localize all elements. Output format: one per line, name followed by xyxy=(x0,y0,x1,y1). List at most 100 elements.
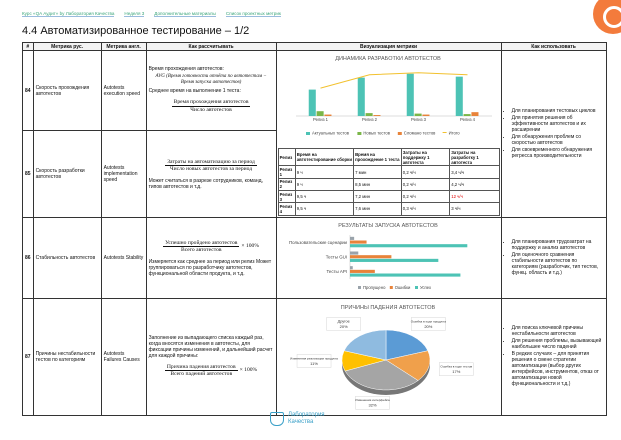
metric-number: 86 xyxy=(22,216,34,299)
calc-text: Время прохождения автотестов: xyxy=(148,66,224,73)
line-series xyxy=(319,72,468,89)
breadcrumb-item: Список проектных метрик xyxy=(225,11,281,17)
release-row: Релиз 4 9,5 ч 7,6 мин 0,3 ч/ч 3 ч/ч xyxy=(277,202,500,216)
release-cell: 9,5 ч xyxy=(294,190,355,204)
release-cell: 0,3 ч/ч xyxy=(400,202,451,216)
label-box xyxy=(354,395,390,410)
y-tick-label: Тесты API xyxy=(326,269,347,274)
pie-slice xyxy=(343,329,386,361)
legend-label: Пропущено xyxy=(363,285,386,290)
release-cell: 0,2 ч/ч xyxy=(400,177,451,192)
use-item: Для оценочного сравнения стабильности ав… xyxy=(512,252,604,276)
release-header-cell: Время на автотестирование сборки xyxy=(294,147,355,167)
fraction: Время прохождения автотестов Число автоте… xyxy=(171,99,251,113)
legend-label: Ошибки xyxy=(394,285,410,290)
bar xyxy=(357,77,365,116)
slice-label: Изменения интерфейса xyxy=(355,398,390,402)
label-box xyxy=(438,362,474,376)
denominator: Всего автотестов xyxy=(180,247,222,254)
fraction: Успешно пройдено автотестов Всего автотес… xyxy=(163,240,240,254)
legend-swatch xyxy=(389,285,393,289)
use-list: Для планирования тестовых цикловДля прин… xyxy=(504,108,604,159)
fraction-suffix: × 100% xyxy=(239,367,258,374)
x-tick-label: Релиз 1 xyxy=(313,117,329,122)
legend-label: Актуальных тестов xyxy=(312,131,350,136)
use-list: Для поиска ключевой причины нестабильнос… xyxy=(504,325,604,387)
breadcrumb-item: Курс «QA Аудит» by Лаборатория Качества xyxy=(22,11,115,17)
metric-number: 87 xyxy=(22,297,34,416)
bar xyxy=(406,73,414,116)
results-chart: РЕЗУЛЬТАТЫ ЗАПУСКА АВТОТЕСТОВ Пользовател… xyxy=(289,223,467,290)
header-cell: Как использовать xyxy=(500,42,607,51)
release-row: Релиз 3 9,5 ч 7,2 мин 0,2 ч/ч 12 ч/ч xyxy=(277,190,500,204)
footer-line: Лаборатория xyxy=(288,412,325,419)
release-header: Релиз Время на автотестирование сборки Вре… xyxy=(277,147,500,167)
page-title: 4.4 Автоматизированное тестирование – 1/… xyxy=(22,25,250,37)
metric-number: 85 xyxy=(22,130,34,218)
metric-row: 85 Скорость разработки автотестов Autotest… xyxy=(22,130,607,218)
bar xyxy=(349,265,353,270)
calc-fraction-row: Успешно пройдено автотестов Всего автотес… xyxy=(149,237,274,257)
slice-label: Другое xyxy=(337,319,349,323)
bar xyxy=(349,254,391,259)
calc-fraction-row: Причина падения автотестов Всего падений … xyxy=(149,361,274,381)
metric-use: Для планирования трудозатрат на поддержк… xyxy=(500,216,607,299)
x-tick-label: Релиз 4 xyxy=(460,117,476,122)
release-cell: 7 мин xyxy=(353,165,402,179)
release-header-cell: Затраты на разработку 1 автотеста xyxy=(449,147,500,167)
legend-label: Сломано тестов xyxy=(403,131,435,136)
metric-name-en: Autotests implementation speed xyxy=(100,130,147,218)
legend-swatch xyxy=(442,132,447,133)
fraction: Причина падения автотестов Всего падений … xyxy=(164,363,238,378)
slice-label: Изменения реализации продукта xyxy=(290,356,338,360)
label-box xyxy=(296,353,331,368)
bar xyxy=(349,243,467,248)
use-item: Для решения проблемы, вызывающей наиболь… xyxy=(512,338,604,350)
bar xyxy=(349,240,367,244)
release-cell: Релиз 3 xyxy=(277,190,296,204)
breadcrumb: Курс «QA Аудит» by Лаборатория Качества Н… xyxy=(22,11,281,17)
slice-value: 11% xyxy=(310,361,318,366)
bar xyxy=(470,112,479,116)
metric-use: Для поиска ключевой причины нестабильнос… xyxy=(500,297,607,416)
calc-text: Заполнение из выпадающего списка каждый … xyxy=(148,334,273,359)
release-cell: 3,4 ч/ч xyxy=(449,165,500,179)
header-cell: # xyxy=(22,42,34,51)
metric-name-en: Autotests Failures Causes xyxy=(100,297,147,416)
metrics-table: # Метрика рус. Метрика англ. Как рассчитыва… xyxy=(22,42,607,416)
legend-swatch xyxy=(414,285,418,289)
denominator: Всего падений автотестов xyxy=(170,371,233,378)
release-header-cell: Релиз xyxy=(277,147,296,167)
breadcrumb-item: Дополнительные материалы xyxy=(154,11,216,17)
chart-title: ПРИЧИНЫ ПАДЕНИЯ АВТОТЕСТОВ xyxy=(340,305,435,311)
metric-visual: ДИНАМИКА РАЗРАБОТКИ АВТОТЕСТОВ Релиз 1 Рел… xyxy=(275,50,502,218)
metric-row: 84 Скорость прохождения автотестов Autotes… xyxy=(22,49,607,218)
release-cell: 3 ч/ч xyxy=(449,202,500,216)
y-tick-label: Тесты GUI xyxy=(325,254,346,259)
bar xyxy=(349,273,460,277)
legend-label: Новых тестов xyxy=(363,131,390,136)
fraction: Затраты на автоматизацию за период Число … xyxy=(165,159,257,173)
pie-slice xyxy=(385,329,428,361)
legend-label: Итого xyxy=(448,131,460,136)
metric-calc: Время прохождения автотестов: AVG (Время … xyxy=(145,49,277,132)
legend-swatch xyxy=(357,285,361,289)
slice-value: 17% xyxy=(452,369,460,374)
bar xyxy=(421,114,430,116)
bar xyxy=(349,251,358,255)
logo xyxy=(270,412,284,426)
numerator: Причина падения автотестов xyxy=(164,363,238,372)
pie-slice xyxy=(384,350,430,381)
release-table: Релиз Время на автотестирование сборки Вре… xyxy=(277,147,500,216)
footer-line: Качества xyxy=(288,419,314,425)
bar xyxy=(349,258,438,262)
dynamics-chart: ДИНАМИКА РАЗРАБОТКИ АВТОТЕСТОВ Релиз 1 Рел… xyxy=(295,56,492,136)
calc-fraction-row: Время прохождения автотестов Число автоте… xyxy=(149,96,274,116)
metric-calc: Успешно пройдено автотестов Всего автотес… xyxy=(145,216,277,299)
metric-calc: Заполнение из выпадающего списка каждый … xyxy=(145,297,277,416)
causes-chart: ПРИЧИНЫ ПАДЕНИЯ АВТОТЕСТОВ Ошибка в коде … xyxy=(290,305,474,410)
release-cell: 7,6 мин xyxy=(353,202,402,216)
release-cell: 4,2 ч/ч xyxy=(449,177,500,192)
calc-text: Среднее время на выполнение 1 теста: xyxy=(148,88,241,95)
